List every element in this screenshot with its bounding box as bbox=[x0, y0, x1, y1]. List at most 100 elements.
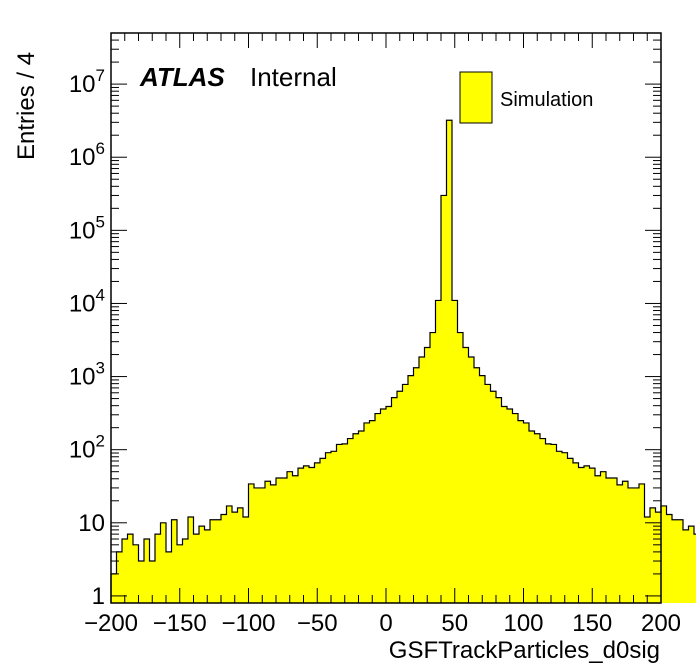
histogram-bar bbox=[298, 468, 304, 603]
histogram-bar bbox=[661, 505, 667, 603]
histogram-bar bbox=[221, 514, 227, 603]
histogram-bar bbox=[265, 481, 271, 603]
histogram-bar bbox=[402, 384, 409, 603]
histogram-bar bbox=[336, 444, 343, 603]
histogram-bar bbox=[430, 332, 436, 603]
legend: Simulation bbox=[459, 71, 593, 124]
histogram-bar bbox=[435, 300, 442, 603]
x-tick-label: 150 bbox=[572, 610, 612, 637]
histogram-bar bbox=[215, 519, 222, 603]
y-tick-labels: 1 10 102 103 104 105 106 107 bbox=[69, 66, 105, 610]
histogram-bar bbox=[342, 443, 348, 603]
histogram-bars bbox=[110, 119, 696, 604]
histogram-bar bbox=[479, 375, 486, 603]
histogram-bar bbox=[545, 443, 552, 603]
histogram-bar bbox=[380, 409, 387, 603]
histogram-bar bbox=[149, 561, 156, 603]
histogram-bar bbox=[529, 431, 535, 603]
y-tick-label: 107 bbox=[69, 66, 105, 98]
histogram-bar bbox=[589, 468, 596, 603]
histogram-bar bbox=[171, 519, 178, 603]
histogram-bar bbox=[166, 551, 172, 603]
histogram-bar bbox=[270, 484, 277, 603]
histogram-bar bbox=[424, 347, 431, 603]
histogram-bar bbox=[248, 483, 255, 603]
legend-label: Simulation bbox=[500, 89, 593, 111]
x-axis-title: GSFTrackParticles_d0sig bbox=[389, 637, 660, 664]
histogram-bar bbox=[413, 367, 420, 603]
histogram-bar bbox=[127, 534, 134, 603]
histogram-bar bbox=[204, 529, 211, 603]
histogram-bar bbox=[188, 517, 194, 603]
histogram-bar bbox=[683, 529, 689, 603]
histogram-bar bbox=[276, 477, 282, 603]
x-tick-label: −50 bbox=[297, 610, 338, 637]
histogram-bar bbox=[199, 526, 205, 603]
histogram-bar bbox=[281, 477, 288, 603]
histogram-bar bbox=[551, 444, 557, 603]
y-tick-label: 10 bbox=[78, 510, 105, 537]
histogram-bar bbox=[490, 391, 497, 603]
histogram-bar bbox=[177, 544, 183, 603]
histogram-bar bbox=[375, 413, 381, 603]
x-tick-labels: −200 −150 −100 −50 0 50 100 150 200 bbox=[84, 610, 681, 637]
histogram-bar bbox=[617, 484, 623, 603]
histogram-bar bbox=[353, 433, 359, 603]
y-axis-title: Entries / 4 bbox=[13, 52, 40, 160]
y-tick-label: 105 bbox=[69, 212, 105, 244]
histogram-bar bbox=[666, 514, 673, 603]
histogram-bar bbox=[408, 375, 414, 603]
histogram-bar bbox=[303, 465, 310, 603]
histogram-bar bbox=[259, 487, 266, 603]
x-tick-label: 50 bbox=[441, 610, 468, 637]
histogram-bar bbox=[155, 534, 161, 603]
histogram-bar bbox=[160, 522, 167, 603]
histogram-bar bbox=[534, 433, 541, 603]
histogram-bar bbox=[694, 534, 696, 603]
histogram-bar bbox=[232, 512, 238, 603]
histogram-bar bbox=[507, 409, 513, 603]
legend-swatch bbox=[459, 71, 493, 124]
histogram-bar bbox=[386, 406, 392, 603]
y-tick-label: 104 bbox=[69, 285, 105, 317]
histogram-bar bbox=[496, 397, 502, 603]
histogram-outline bbox=[110, 119, 696, 603]
histogram-bar bbox=[287, 471, 293, 603]
y-tick-label: 102 bbox=[69, 432, 105, 464]
histogram-bar bbox=[446, 120, 453, 603]
histogram-bar bbox=[688, 526, 695, 603]
histogram-bar bbox=[144, 539, 150, 603]
histogram-bar bbox=[512, 413, 519, 603]
y-tick-label: 1 bbox=[92, 583, 105, 610]
histogram-bar bbox=[468, 357, 475, 603]
histogram-bar bbox=[347, 438, 354, 603]
histogram-bar bbox=[606, 477, 612, 603]
histogram-bar bbox=[116, 551, 123, 603]
histogram-bar bbox=[331, 451, 337, 603]
histogram-bar bbox=[314, 462, 321, 603]
histogram-bar bbox=[501, 406, 508, 603]
histogram-bar bbox=[419, 357, 425, 603]
histogram-bar bbox=[325, 452, 332, 603]
axis-ticks bbox=[110, 32, 662, 603]
histogram-bar bbox=[254, 487, 260, 603]
histogram-bar bbox=[578, 467, 585, 603]
x-tick-label: 100 bbox=[503, 610, 543, 637]
histogram-bar bbox=[595, 475, 601, 603]
histogram-bar bbox=[556, 451, 563, 603]
histogram-bar bbox=[672, 519, 678, 603]
histogram-bar bbox=[628, 487, 634, 603]
histogram-bar bbox=[237, 507, 244, 603]
histogram-bar bbox=[622, 481, 629, 603]
histogram-bar bbox=[485, 384, 491, 603]
atlas-label: ATLAS bbox=[139, 62, 225, 92]
histogram-bar bbox=[677, 519, 684, 603]
histogram-bar bbox=[111, 573, 117, 603]
histogram-bar bbox=[562, 452, 568, 603]
histogram-bar bbox=[584, 465, 590, 603]
y-tick-label: 103 bbox=[69, 359, 105, 391]
histogram-bar bbox=[518, 420, 524, 603]
internal-label: Internal bbox=[250, 62, 337, 92]
x-tick-label: −100 bbox=[221, 610, 275, 637]
